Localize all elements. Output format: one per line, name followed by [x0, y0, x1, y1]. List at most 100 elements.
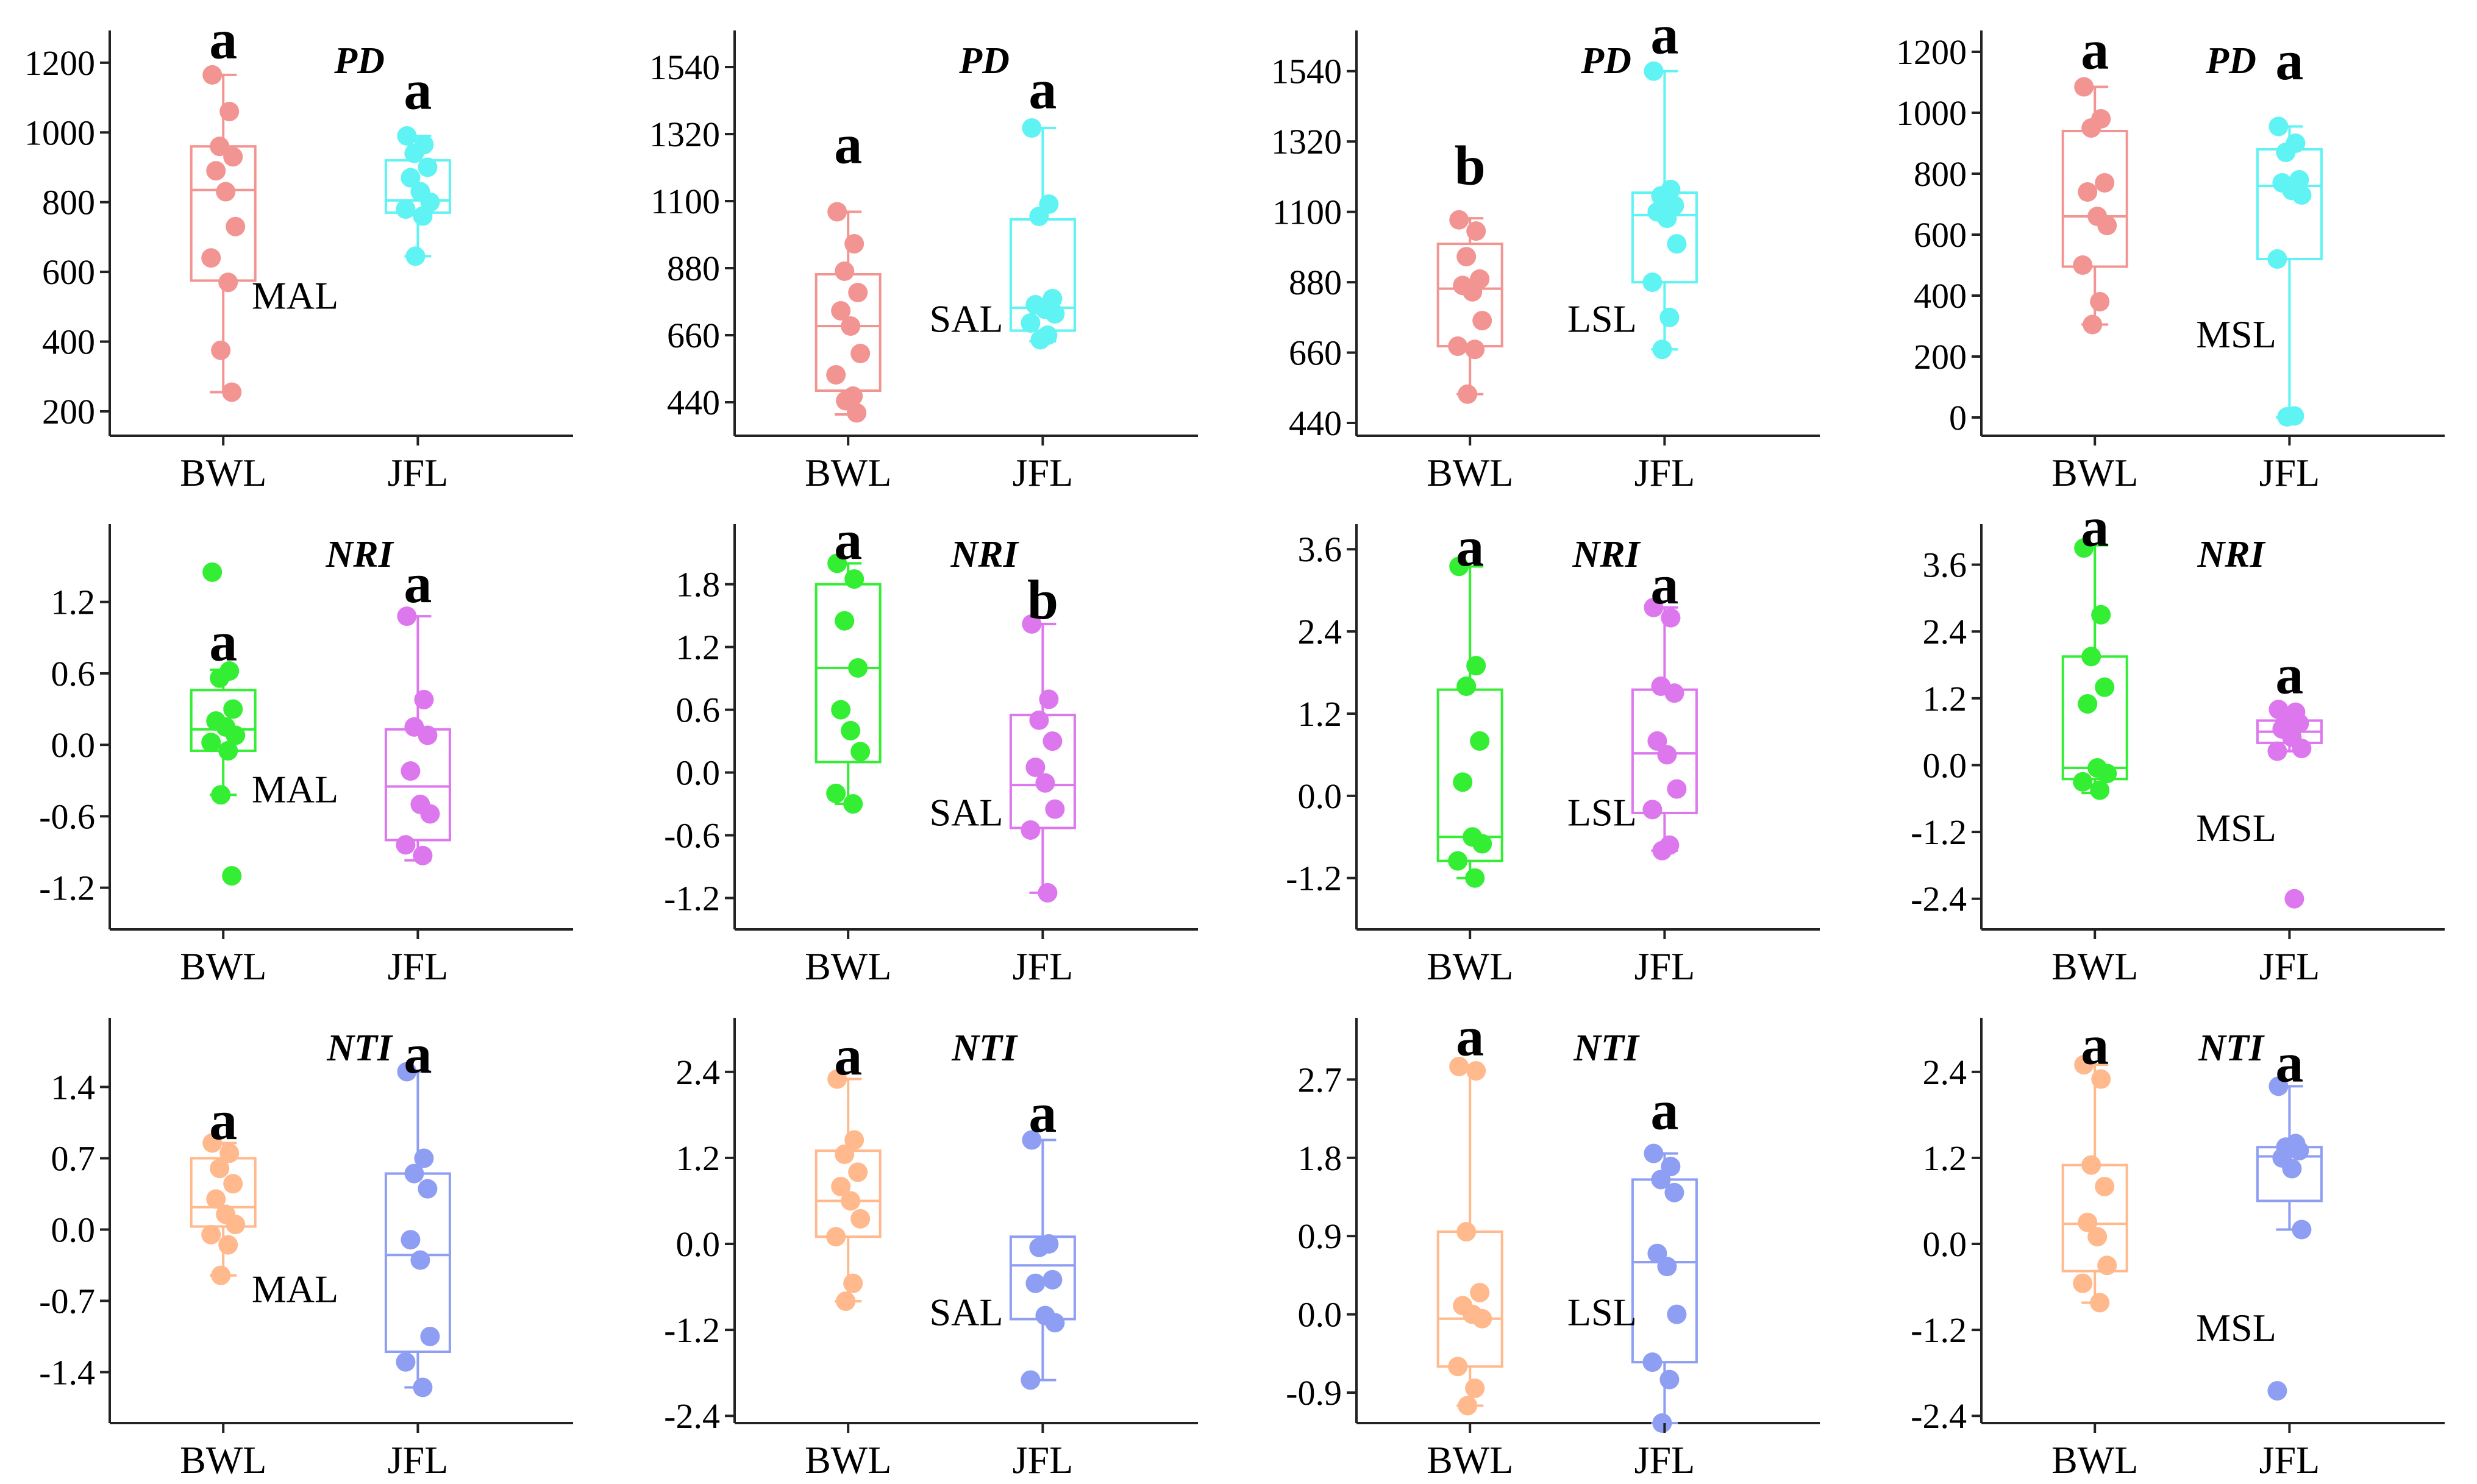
- metric-label: NTI: [2198, 1028, 2265, 1069]
- y-tick-label: -0.7: [39, 1281, 95, 1321]
- y-tick-label: 0.6: [51, 654, 96, 694]
- data-point: [1659, 307, 1680, 327]
- panel-nti-sal: -2.4 -1.2 0.0 1.2 2.4 a BWL a JFL NTI SAL: [664, 1018, 1198, 1482]
- y-tick-label: -0.6: [664, 816, 720, 856]
- data-point: [2090, 1293, 2110, 1313]
- data-point: [405, 246, 426, 266]
- x-tick-label: JFL: [1013, 945, 1074, 988]
- panel-pd-lsl: 440 660 880 1100 1320 1540 b BWL a JFL PD LSL: [1271, 3, 1820, 494]
- y-tick-label: 600: [42, 252, 95, 292]
- y-tick-label: -2.4: [1911, 1396, 1967, 1436]
- y-tick-label: 440: [1289, 403, 1342, 443]
- data-point: [2269, 116, 2289, 137]
- data-point: [843, 794, 863, 814]
- significance-letter: a: [209, 611, 237, 673]
- box-bwl: a: [2061, 19, 2128, 335]
- y-tick-label: 1320: [1271, 122, 1342, 162]
- y-tick-label: 400: [42, 322, 95, 362]
- data-point: [1456, 1222, 1477, 1242]
- y-tick-label: -1.2: [664, 879, 720, 918]
- data-point: [211, 1265, 231, 1285]
- data-point: [211, 785, 231, 805]
- y-tick-label: -1.2: [1911, 1310, 1967, 1350]
- data-point: [219, 1143, 240, 1163]
- data-point: [1667, 234, 1687, 254]
- data-point: [826, 1227, 846, 1247]
- significance-letter: a: [2275, 644, 2303, 706]
- y-tick-label: 800: [1914, 154, 1967, 194]
- data-point: [218, 272, 238, 293]
- data-point: [850, 742, 871, 762]
- x-tick-label: JFL: [388, 1438, 449, 1482]
- significance-letter: a: [834, 1024, 862, 1087]
- data-point: [841, 1191, 861, 1211]
- site-label: MAL: [252, 767, 338, 811]
- y-tick-label: 880: [667, 249, 720, 288]
- x-tick-label: JFL: [1634, 945, 1695, 988]
- site-label: MSL: [2196, 1306, 2276, 1349]
- box-jfl: a: [2256, 1032, 2323, 1401]
- y-tick-label: 1.2: [1923, 1138, 1967, 1178]
- data-point: [2095, 677, 2115, 697]
- y-tick-label: 400: [1914, 276, 1967, 316]
- data-point: [401, 168, 421, 188]
- box-bwl: a: [190, 562, 257, 886]
- box-jfl: a: [384, 1023, 451, 1397]
- data-point: [1465, 868, 1485, 888]
- data-point: [222, 866, 242, 886]
- x-tick-label: BWL: [1427, 945, 1513, 988]
- x-tick-label: BWL: [180, 451, 266, 494]
- metric-label: NRI: [2197, 534, 2265, 575]
- metric-label: NTI: [326, 1028, 393, 1069]
- metric-label: PD: [333, 40, 385, 82]
- site-label: SAL: [930, 1291, 1003, 1334]
- y-tick-label: 1200: [1896, 32, 1967, 72]
- data-point: [2073, 255, 2093, 275]
- y-tick-label: 1540: [649, 48, 720, 87]
- data-point: [413, 1377, 433, 1397]
- significance-letter: a: [2081, 19, 2109, 81]
- data-point: [1448, 851, 1468, 871]
- data-point: [827, 553, 847, 573]
- box-iqr: [1436, 1230, 1503, 1368]
- data-point: [2073, 772, 2093, 792]
- box-iqr: [2061, 130, 2128, 268]
- data-point: [1025, 1273, 1046, 1293]
- y-tick-label: 0.0: [1298, 1295, 1342, 1335]
- data-point: [219, 101, 240, 121]
- data-point: [218, 740, 238, 761]
- x-tick-label: JFL: [388, 945, 449, 988]
- data-point: [1667, 779, 1687, 799]
- box-bwl: a: [1436, 516, 1503, 888]
- significance-letter: a: [2081, 1014, 2109, 1076]
- data-point: [202, 65, 223, 85]
- data-point: [826, 365, 846, 385]
- y-tick-label: 0: [1949, 398, 1967, 438]
- panel-nri-sal: -1.2 -0.6 0.0 0.6 1.2 1.8 a BWL b JFL NRI SAL: [664, 509, 1198, 988]
- y-tick-label: 1540: [1271, 52, 1342, 91]
- data-point: [1651, 1170, 1671, 1190]
- data-point: [1472, 834, 1492, 854]
- y-tick-label: 1.2: [1923, 679, 1967, 719]
- data-point: [848, 1162, 868, 1182]
- data-point: [2277, 407, 2297, 427]
- data-point: [850, 1209, 871, 1229]
- data-point: [831, 301, 851, 321]
- data-point: [2097, 216, 2117, 235]
- data-point: [1652, 840, 1672, 861]
- data-point: [1038, 882, 1058, 903]
- data-point: [2292, 185, 2312, 205]
- data-point: [847, 403, 867, 423]
- data-point: [413, 845, 433, 865]
- data-point: [418, 1179, 438, 1199]
- data-point: [835, 611, 855, 631]
- significance-letter: b: [1455, 135, 1486, 197]
- data-point: [1449, 556, 1469, 577]
- significance-letter: a: [834, 113, 862, 176]
- box-jfl: b: [1009, 569, 1076, 903]
- y-tick-label: 200: [1914, 337, 1967, 377]
- data-point: [2091, 1069, 2111, 1089]
- data-point: [1472, 311, 1492, 331]
- data-point: [2083, 314, 2103, 335]
- significance-letter: a: [2275, 29, 2303, 91]
